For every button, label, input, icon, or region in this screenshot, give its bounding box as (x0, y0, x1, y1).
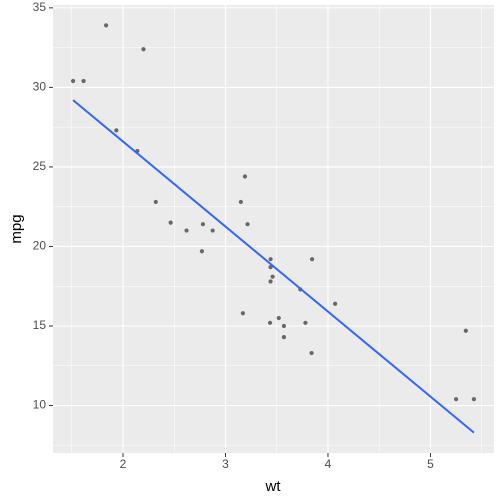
y-tick-label: 35 (33, 0, 47, 14)
point (281, 323, 287, 329)
point (276, 315, 281, 321)
x-tick-label: 4 (325, 457, 332, 471)
point (210, 228, 215, 233)
point (268, 279, 273, 284)
point (70, 78, 76, 84)
y-tick-label: 20 (33, 239, 47, 253)
y-axis-title: mpg (8, 214, 25, 243)
point (168, 220, 173, 225)
point (238, 199, 243, 205)
point (81, 78, 86, 84)
point (268, 257, 273, 262)
y-tick-label: 30 (33, 80, 47, 94)
x-tick-label: 2 (120, 457, 127, 471)
fit-line (72, 99, 475, 434)
y-tick-label: 10 (33, 398, 47, 412)
point (309, 257, 315, 262)
point (200, 222, 206, 227)
point (245, 222, 250, 227)
point (270, 274, 275, 279)
y-tick-label: 25 (33, 159, 47, 173)
point (199, 249, 205, 254)
point (309, 350, 314, 356)
y-tick-label: 15 (33, 318, 47, 332)
point (303, 320, 308, 325)
point (471, 397, 477, 402)
x-axis-title: wt (265, 478, 282, 495)
point (281, 335, 287, 340)
point (267, 320, 273, 325)
point (184, 228, 189, 233)
x-tick-label: 5 (427, 457, 434, 471)
point (242, 174, 248, 179)
point (463, 328, 468, 333)
point (453, 397, 459, 402)
point (114, 128, 119, 133)
point (153, 199, 158, 205)
point (103, 23, 109, 28)
point (141, 47, 146, 52)
point (333, 301, 338, 306)
point (240, 311, 246, 316)
panel (53, 5, 494, 453)
x-tick-label: 3 (222, 457, 229, 471)
